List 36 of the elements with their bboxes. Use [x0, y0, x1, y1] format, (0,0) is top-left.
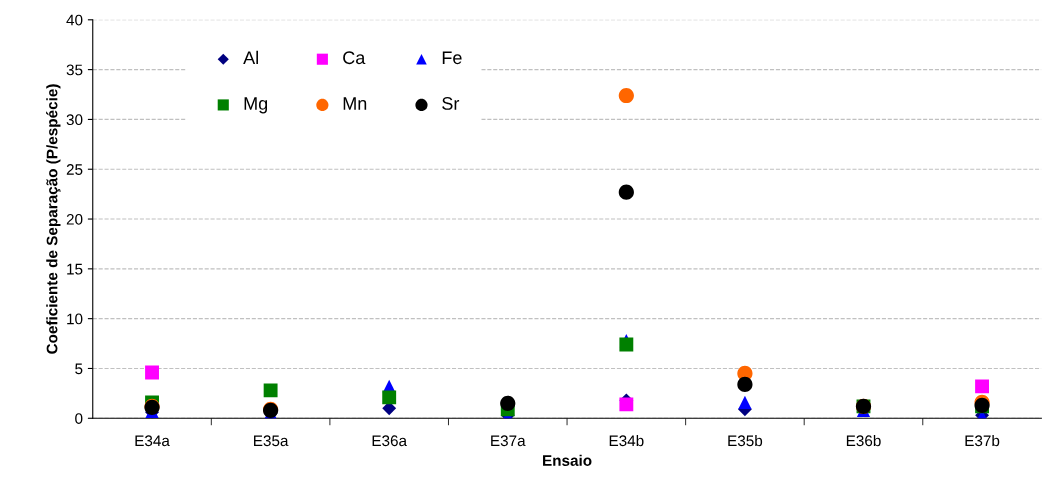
x-tick-label: E37a	[491, 435, 526, 447]
x-tick-label: E36a	[372, 435, 408, 447]
point	[619, 397, 634, 412]
point	[619, 337, 634, 352]
x-axis-title: Ensaio	[543, 454, 592, 466]
legend-label: Sr	[442, 97, 460, 110]
x-tick-label: E35b	[728, 434, 763, 447]
point	[500, 395, 516, 411]
x-tick-label: E34a	[135, 435, 170, 447]
legend-label: Al	[243, 50, 258, 64]
y-axis-title: Coeficiente de Separação (P/espécie)	[46, 84, 61, 354]
x-tick-label: E34b	[609, 434, 644, 447]
point	[145, 365, 159, 380]
point	[737, 376, 753, 393]
y-tick-label: 5	[75, 363, 83, 375]
legend-label: Fe	[442, 51, 462, 65]
point	[618, 87, 634, 104]
y-tick-label: 30	[66, 114, 83, 126]
y-tick-label: 0	[75, 413, 83, 424]
point	[382, 390, 397, 405]
x-tick-label: E37b	[965, 434, 1000, 447]
y-tick-label: 35	[66, 64, 83, 76]
legend-label: Mg	[244, 97, 268, 114]
point	[618, 184, 634, 200]
y-tick-label: 40	[66, 14, 83, 26]
x-tick-label: E35a	[254, 435, 289, 447]
y-tick-label: 20	[66, 213, 83, 225]
x-tick-label: E36b	[846, 434, 881, 447]
legend-label: Mn	[343, 97, 367, 110]
y-tick-label: 15	[67, 263, 83, 275]
y-tick-label: 25	[66, 164, 83, 175]
y-tick-label: 10	[67, 313, 83, 325]
point	[975, 379, 990, 394]
point	[738, 395, 752, 409]
point	[263, 383, 278, 398]
legend-label: Ca	[343, 51, 366, 65]
